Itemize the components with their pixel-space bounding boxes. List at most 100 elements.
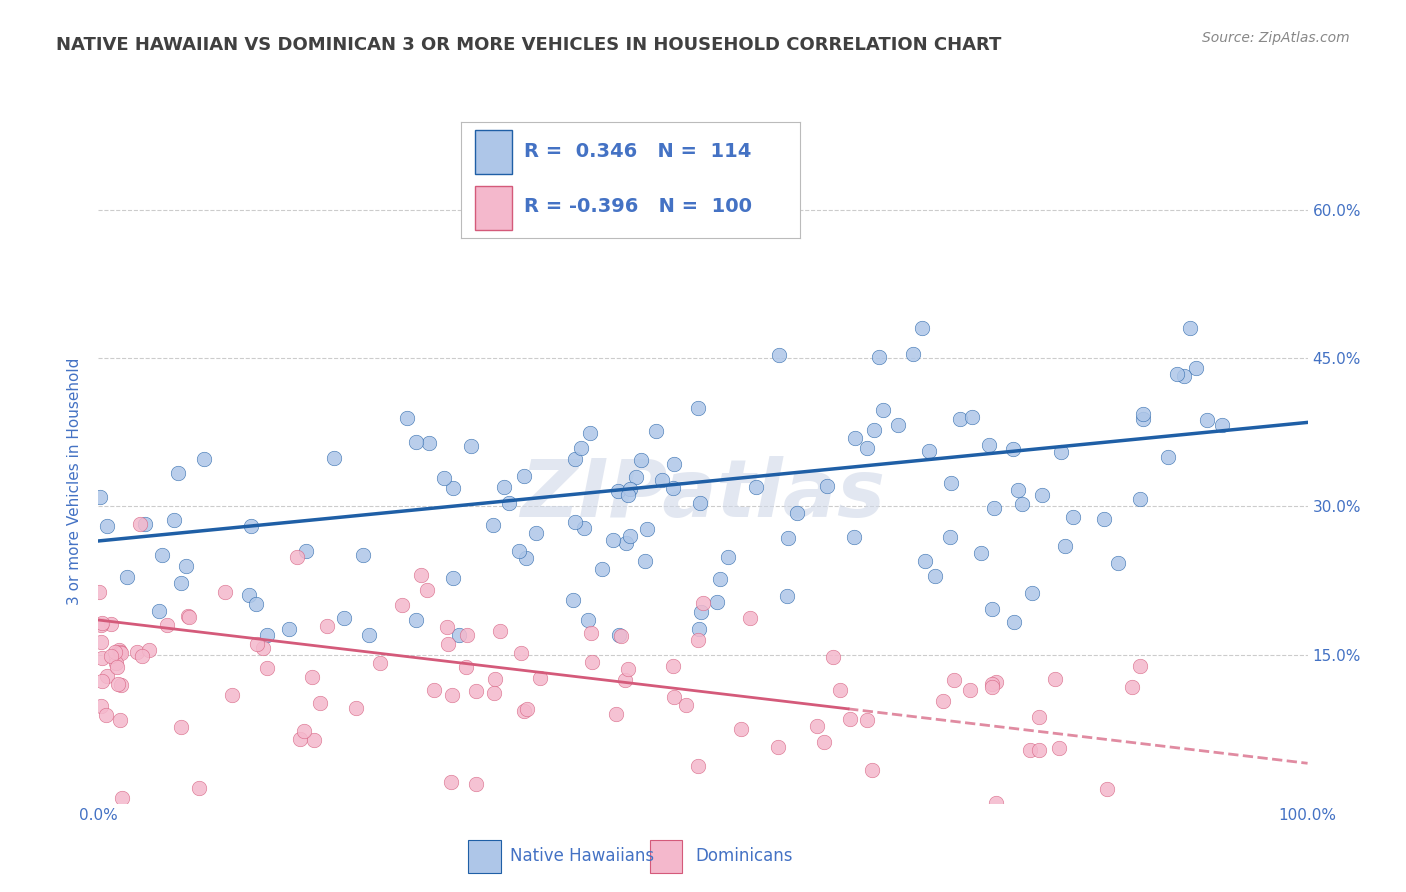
Point (872, 403, 894, 417)
Point (89, 585, 111, 599)
Bar (650, 840, 682, 873)
Point (689, 605, 711, 619)
Point (806, 719, 828, 733)
Point (932, 694, 955, 708)
Point (170, 576, 193, 591)
Point (887, 418, 910, 433)
Point (1132, 412, 1154, 426)
Point (246, 637, 269, 651)
Point (368, 657, 391, 671)
Point (104, 645, 127, 659)
Point (245, 597, 267, 611)
Point (862, 423, 884, 437)
Point (464, 777, 486, 791)
Point (1028, 710, 1050, 724)
Point (418, 436, 440, 450)
Point (581, 655, 603, 669)
Point (938, 530, 960, 544)
Point (1028, 743, 1050, 757)
Point (256, 628, 278, 642)
Point (839, 712, 862, 726)
Point (918, 444, 941, 458)
Point (1021, 586, 1043, 600)
Point (981, 680, 1004, 694)
Point (441, 571, 464, 585)
Point (662, 457, 685, 471)
Point (959, 682, 981, 697)
Point (488, 624, 510, 639)
Point (108, 645, 131, 659)
Point (1157, 450, 1180, 464)
Point (415, 583, 437, 598)
Point (301, 670, 323, 684)
Point (1018, 743, 1040, 757)
Point (465, 684, 488, 698)
Point (148, 604, 170, 618)
Bar (475, 186, 512, 229)
Point (125, 645, 148, 659)
Point (856, 441, 879, 455)
Point (636, 522, 658, 536)
Point (813, 735, 835, 749)
Point (856, 713, 879, 727)
Point (778, 531, 800, 545)
Point (105, 659, 128, 673)
Point (616, 488, 638, 502)
Point (569, 442, 592, 456)
Point (156, 617, 179, 632)
Point (602, 533, 624, 547)
Point (1050, 445, 1073, 459)
Text: NATIVE HAWAIIAN VS DOMINICAN 3 OR MORE VEHICLES IN HOUSEHOLD CORRELATION CHART: NATIVE HAWAIIAN VS DOMINICAN 3 OR MORE V… (56, 36, 1001, 54)
Point (564, 516, 586, 530)
Point (630, 453, 652, 467)
Point (440, 688, 463, 702)
Point (842, 530, 865, 544)
Text: R = -0.396   N =  100: R = -0.396 N = 100 (524, 197, 752, 217)
Point (492, 480, 515, 494)
Text: Source: ZipAtlas.com: Source: ZipAtlas.com (1202, 31, 1350, 45)
Point (449, 628, 471, 642)
Point (572, 521, 595, 535)
Point (1132, 407, 1154, 421)
Bar (468, 840, 501, 873)
Point (605, 707, 627, 722)
Point (1002, 615, 1025, 629)
Point (661, 658, 683, 673)
Point (977, 438, 1000, 452)
Point (460, 440, 482, 454)
Point (91, 651, 114, 665)
Point (607, 628, 630, 642)
Point (193, 452, 215, 467)
Point (860, 764, 883, 778)
Point (706, 595, 728, 609)
Point (591, 562, 613, 576)
Point (1129, 491, 1152, 506)
Point (138, 643, 160, 657)
Point (107, 677, 129, 691)
Point (516, 702, 538, 716)
Point (508, 544, 530, 558)
Point (1195, 413, 1218, 427)
Point (238, 588, 260, 602)
Point (903, 347, 925, 361)
Point (661, 482, 683, 496)
Point (256, 661, 278, 675)
Point (645, 425, 668, 439)
Point (174, 558, 197, 573)
Point (619, 483, 641, 497)
Point (986, 675, 1008, 690)
Point (115, 570, 138, 584)
Point (1107, 556, 1129, 570)
Point (441, 481, 464, 495)
Point (91, 616, 114, 631)
Point (868, 350, 890, 364)
Point (619, 529, 641, 543)
Point (110, 678, 132, 692)
Point (1045, 673, 1067, 687)
Point (484, 672, 506, 686)
Point (942, 673, 965, 687)
Point (1062, 510, 1084, 524)
Point (285, 549, 308, 564)
Point (221, 688, 243, 702)
Point (579, 626, 602, 640)
